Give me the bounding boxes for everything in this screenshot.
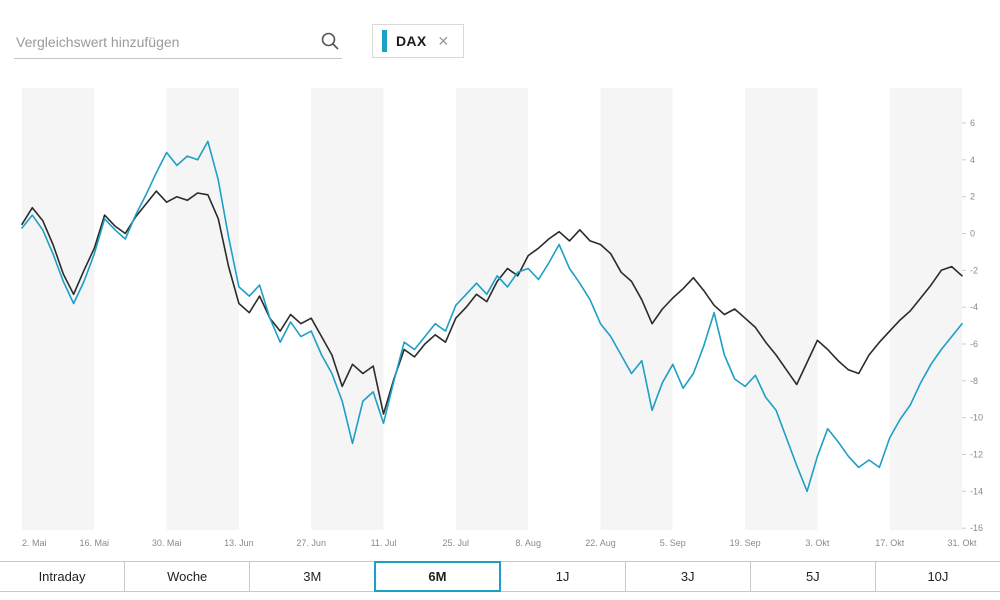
- svg-text:-10: -10: [970, 413, 983, 423]
- svg-text:6: 6: [970, 118, 975, 128]
- tab-3j[interactable]: 3J: [626, 562, 751, 591]
- svg-text:22. Aug: 22. Aug: [585, 538, 616, 548]
- svg-text:2: 2: [970, 192, 975, 202]
- comparison-chip-dax: DAX ✕: [372, 24, 465, 58]
- svg-text:11. Jul: 11. Jul: [371, 538, 397, 548]
- svg-text:-2: -2: [970, 265, 978, 275]
- tab-woche[interactable]: Woche: [125, 562, 251, 591]
- svg-text:-8: -8: [970, 376, 978, 386]
- svg-text:31. Okt: 31. Okt: [947, 538, 977, 548]
- chip-close-icon[interactable]: ✕: [437, 33, 450, 49]
- svg-text:0: 0: [970, 229, 975, 239]
- svg-text:17. Okt: 17. Okt: [875, 538, 905, 548]
- svg-text:-12: -12: [970, 450, 983, 460]
- svg-text:4: 4: [970, 155, 975, 165]
- tab-3m[interactable]: 3M: [250, 562, 376, 591]
- svg-text:-16: -16: [970, 523, 983, 533]
- chip-color-bar: [382, 30, 387, 52]
- svg-text:3. Okt: 3. Okt: [805, 538, 830, 548]
- svg-text:-6: -6: [970, 339, 978, 349]
- header: DAX ✕: [0, 0, 1000, 80]
- compare-search: [14, 28, 342, 59]
- svg-text:5. Sep: 5. Sep: [660, 538, 686, 548]
- svg-text:19. Sep: 19. Sep: [730, 538, 761, 548]
- tab-10j[interactable]: 10J: [927, 569, 949, 584]
- svg-text:-14: -14: [970, 486, 983, 496]
- svg-text:25. Jul: 25. Jul: [443, 538, 470, 548]
- tab-6m[interactable]: 6M: [374, 561, 501, 592]
- svg-text:8. Aug: 8. Aug: [515, 538, 541, 548]
- tab-1j[interactable]: 1J: [501, 562, 626, 591]
- svg-text:30. Mai: 30. Mai: [152, 538, 182, 548]
- tab-5j[interactable]: 5J: [751, 562, 876, 591]
- svg-text:16. Mai: 16. Mai: [80, 538, 110, 548]
- svg-text:27. Jun: 27. Jun: [296, 538, 326, 548]
- search-input[interactable]: [14, 28, 308, 56]
- svg-text:-4: -4: [970, 302, 978, 312]
- svg-text:2. Mai: 2. Mai: [22, 538, 47, 548]
- performance-chart[interactable]: 6 4 2 0 -2 -4 -6 -8 -10 -12 -14 -16 2. Mai 16. Mai 30.…: [0, 80, 1000, 555]
- range-tab-bar: Intraday Woche 3M 6M 1J 3J 5J 10J: [0, 561, 1000, 592]
- svg-text:13. Jun: 13. Jun: [224, 538, 254, 548]
- tab-intraday[interactable]: Intraday: [0, 562, 126, 591]
- search-icon[interactable]: [320, 31, 340, 51]
- chip-label: DAX: [396, 33, 427, 49]
